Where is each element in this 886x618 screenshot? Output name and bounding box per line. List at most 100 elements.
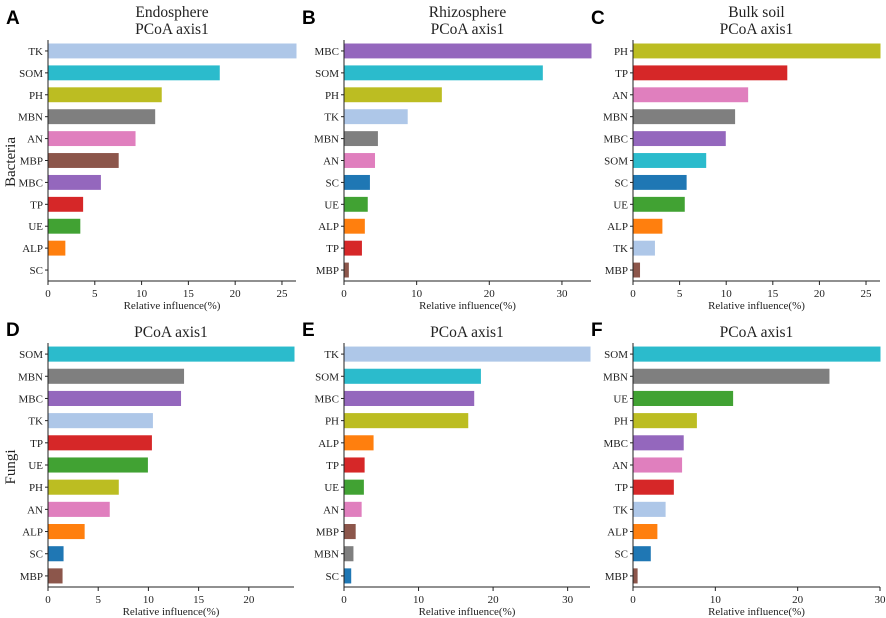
x-tick-label-d-5: 5 [95,594,101,606]
panel-a-title-top: Endosphere [135,4,208,21]
row-label-bacteria: Bacteria [3,137,19,187]
x-tick-label-c-20: 20 [814,288,826,300]
panel-b-title: PCoA axis1 [431,21,505,38]
bar-d-ph [48,479,119,495]
category-label-e-tp: TP [326,460,339,472]
bar-b-mbp [344,262,349,278]
panel-c-title: PCoA axis1 [720,21,794,38]
panel-e: E PCoA axis1 TK SOM MBC PH ALP TP UE AN MBP MBN SC0 1… [302,320,591,618]
category-label-b-sc: SC [326,177,339,189]
category-label-e-som: SOM [315,371,339,383]
category-label-a-mbp: MBP [20,156,43,168]
bar-b-mbn [344,131,378,147]
x-axis-label-d: Relative influence(%) [123,606,220,618]
category-label-b-an: AN [323,156,339,168]
category-label-f-som: SOM [604,349,628,361]
panel-c-title-top: Bulk soil [728,4,784,21]
category-label-d-som: SOM [19,349,43,361]
bar-c-ue [633,196,685,212]
category-label-b-som: SOM [315,68,339,80]
x-axis-label-c: Relative influence(%) [708,300,805,312]
category-label-c-alp: ALP [607,221,628,233]
category-label-a-ue: UE [28,221,43,233]
category-label-b-mbn: MBN [314,134,339,146]
panel-letter-b: B [302,8,316,29]
category-label-b-mbc: MBC [315,46,339,58]
bar-b-ph [344,87,442,103]
x-tick-label-d-15: 15 [193,594,205,606]
category-label-d-tp: TP [30,438,43,450]
bar-e-alp [344,435,374,451]
category-label-c-an: AN [612,90,628,102]
bar-e-mbn [344,546,354,562]
x-tick-label-e-30: 30 [562,594,574,606]
bar-f-mbp [633,568,638,584]
x-tick-label-e-0: 0 [341,594,347,606]
panel-e-title: PCoA axis1 [430,324,504,341]
category-label-f-tp: TP [615,482,628,494]
category-label-f-alp: ALP [607,527,628,539]
x-tick-label-b-0: 0 [341,288,347,300]
x-axis-label-b: Relative influence(%) [419,300,516,312]
bar-f-tp [633,479,674,495]
x-tick-label-f-30: 30 [875,594,886,606]
x-tick-label-a-10: 10 [136,288,148,300]
category-label-e-alp: ALP [318,438,339,450]
category-label-b-ue: UE [324,199,339,211]
category-label-c-mbn: MBN [603,112,628,124]
bar-d-tk [48,413,153,429]
bar-b-sc [344,174,370,190]
category-label-d-ph: PH [29,482,43,494]
bar-e-som [344,368,481,384]
category-label-e-mbp: MBP [316,527,339,539]
x-tick-label-d-10: 10 [143,594,155,606]
category-label-d-mbn: MBN [18,371,43,383]
category-label-d-ue: UE [28,460,43,472]
category-label-a-mbn: MBN [18,112,43,124]
category-label-d-tk: TK [28,416,43,428]
category-label-b-tk: TK [324,112,339,124]
bar-c-an [633,87,749,103]
category-label-a-tp: TP [30,199,43,211]
category-label-a-ph: PH [29,90,43,102]
bar-a-ph [48,87,162,103]
bar-d-mbp [48,568,63,584]
category-label-f-mbc: MBC [604,438,628,450]
bar-e-tp [344,457,365,473]
x-tick-label-a-15: 15 [183,288,195,300]
bar-b-tp [344,240,362,256]
category-label-c-tk: TK [613,243,628,255]
category-label-f-mbn: MBN [603,371,628,383]
bar-d-som [48,346,295,362]
category-label-b-alp: ALP [318,221,339,233]
bar-f-mbc [633,435,684,451]
category-label-c-ue: UE [613,199,628,211]
bar-a-alp [48,240,66,256]
bar-d-mbc [48,390,182,406]
category-label-c-mbc: MBC [604,134,628,146]
category-label-e-mbn: MBN [314,549,339,561]
bar-f-an [633,457,683,473]
bar-f-som [633,346,881,362]
category-label-c-som: SOM [604,156,628,168]
category-label-a-an: AN [27,134,43,146]
category-label-e-an: AN [323,504,339,516]
x-tick-label-d-0: 0 [45,594,51,606]
panel-a-title: PCoA axis1 [135,21,209,38]
category-label-b-tp: TP [326,243,339,255]
bar-b-som [344,65,543,81]
row-label-fungi: Fungi [3,449,19,484]
panel-letter-a: A [6,8,20,29]
category-label-e-sc: SC [326,571,339,583]
x-tick-label-b-30: 30 [556,288,568,300]
bar-f-sc [633,546,651,562]
bar-d-an [48,501,110,517]
category-label-e-ph: PH [325,416,339,428]
bar-e-ue [344,479,364,495]
bar-c-mbn [633,109,736,125]
